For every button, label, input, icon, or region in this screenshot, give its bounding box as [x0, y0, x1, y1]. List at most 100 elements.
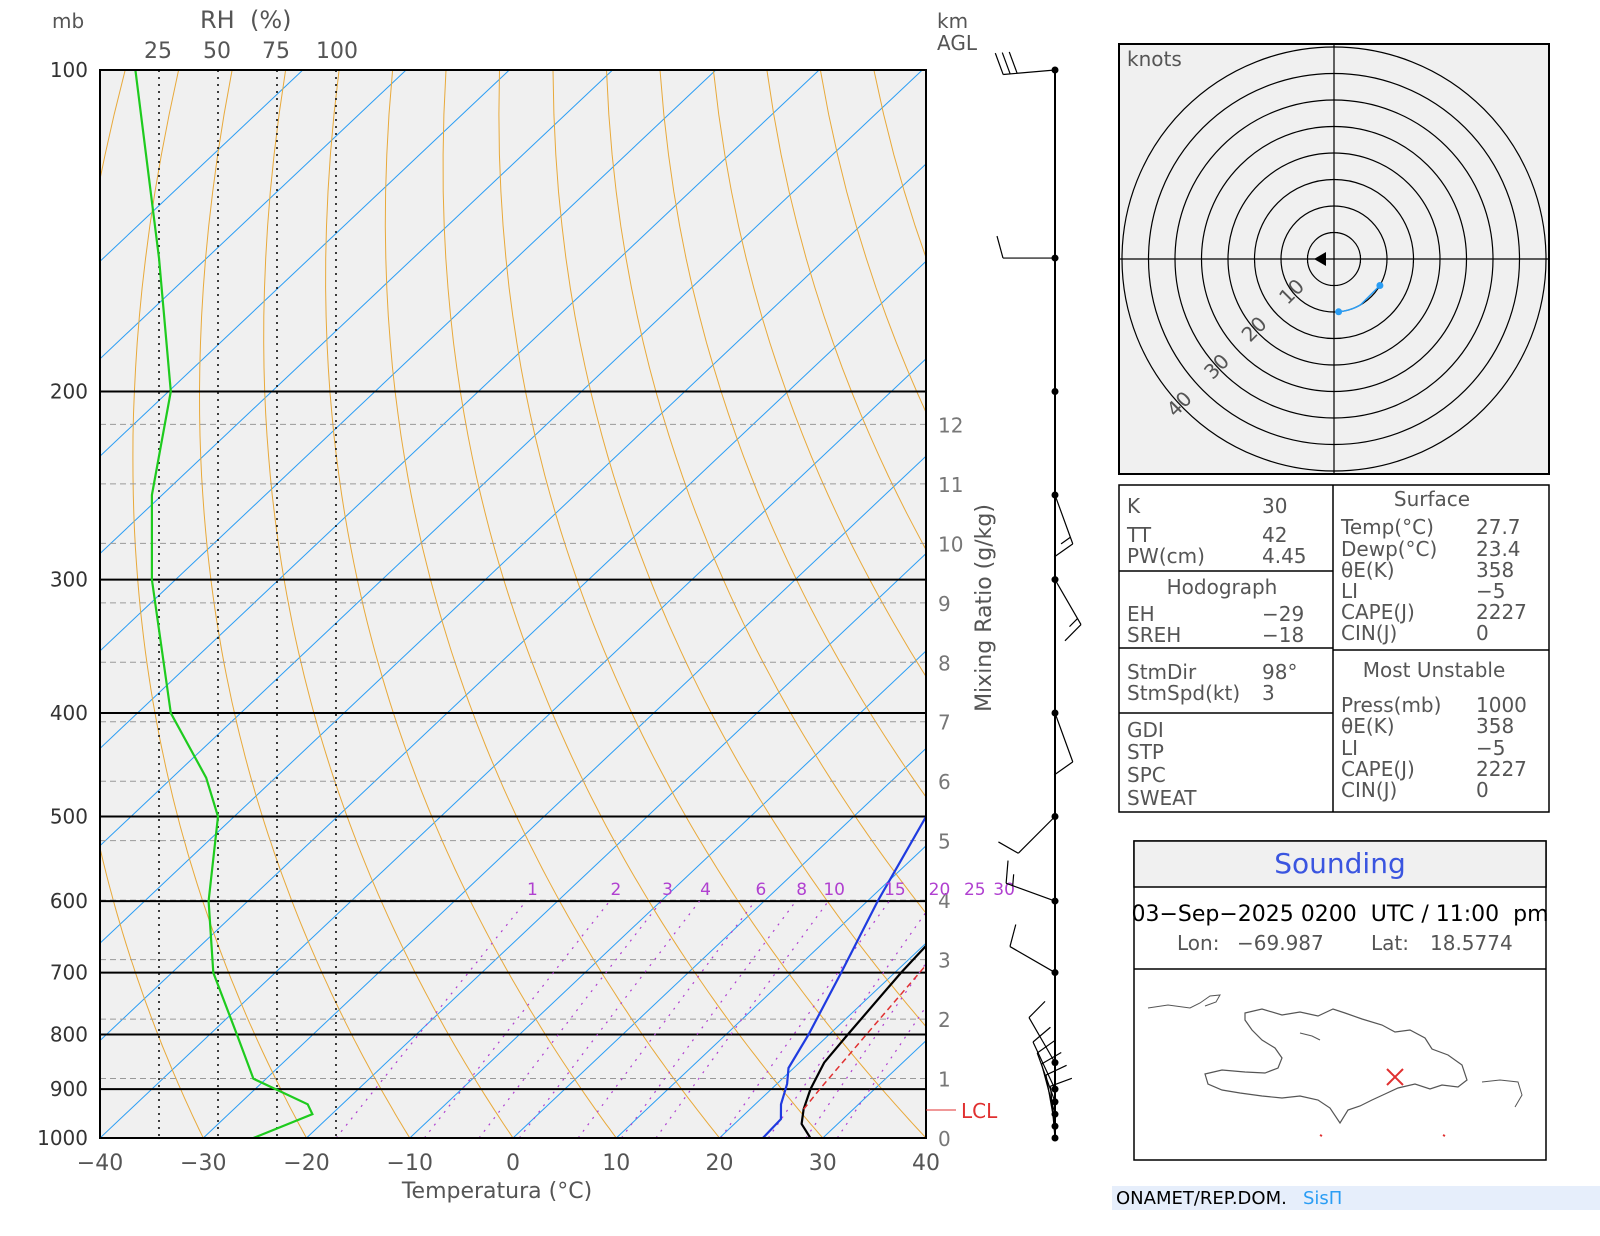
lon-label: Lon: — [1177, 931, 1219, 955]
skewt-grid — [100, 70, 926, 1138]
isotherm — [100, 70, 510, 457]
temperature-tick-label: 20 — [706, 1151, 734, 1176]
mu-thetae-value: 358 — [1476, 714, 1514, 738]
sounding-title: Sounding — [1274, 847, 1405, 880]
rh-tick-75: 75 — [262, 39, 290, 64]
mixing-ratio-label: 15 — [884, 880, 906, 900]
dry-adiabat — [606, 70, 926, 915]
dry-adiabat — [442, 70, 824, 1138]
mu-li-label: LI — [1341, 736, 1358, 760]
isotherm — [100, 358, 926, 1138]
wind-barb — [996, 235, 1059, 262]
lat-value: 18.5774 — [1430, 931, 1513, 955]
rh-tick-100: 100 — [316, 39, 358, 64]
mu-li-value: −5 — [1476, 736, 1505, 760]
dry-adiabat — [766, 70, 926, 551]
pressure-tick-label: 200 — [50, 380, 88, 404]
isotherm — [100, 70, 407, 360]
rh-tick-50: 50 — [203, 39, 231, 64]
mixing-ratio-label: 8 — [796, 880, 807, 900]
wind-barb — [1051, 709, 1074, 776]
isotherm — [409, 650, 926, 1138]
puerto-rico-coastline — [1481, 1079, 1523, 1108]
isotherm — [100, 70, 613, 555]
index-pw-label: PW(cm) — [1127, 544, 1205, 568]
pressure-tick-label: 600 — [50, 889, 88, 913]
km-tick-label: 12 — [938, 413, 963, 437]
mixing-ratio-lines — [335, 900, 926, 1138]
wind-barb — [1032, 1026, 1059, 1093]
km-tick-label: 6 — [938, 770, 951, 794]
isotherm — [100, 70, 820, 750]
parcel-profile — [803, 963, 926, 1110]
surface-li-value: −5 — [1476, 579, 1505, 603]
index-eh-value: −29 — [1262, 602, 1304, 626]
surface-cin-label: CIN(J) — [1341, 621, 1397, 645]
mu-cin-value: 0 — [1476, 778, 1489, 802]
surface-thetae-label: θE(K) — [1341, 558, 1395, 582]
mu-thetae-label: θE(K) — [1341, 714, 1395, 738]
most-unstable-section-title: Most Unstable — [1363, 658, 1506, 682]
isotherm — [100, 70, 923, 847]
mixing-ratio-axis-title: Mixing Ratio (g/kg) — [972, 504, 997, 712]
km-tick-label: 4 — [938, 889, 951, 913]
km-tick-label: 10 — [938, 532, 963, 556]
hodograph-units: knots — [1127, 47, 1182, 71]
mu-cape-value: 2227 — [1476, 757, 1527, 781]
wind-barbs — [994, 51, 1082, 1142]
km-tick-label: 0 — [938, 1127, 951, 1151]
temperature-tick-label: 30 — [809, 1151, 837, 1176]
temperature-tick-label: 10 — [602, 1151, 630, 1176]
index-spc-label: SPC — [1127, 763, 1166, 787]
mixing-ratio-label: 10 — [823, 880, 845, 900]
footer-bar — [1112, 1186, 1600, 1210]
wind-barb — [998, 812, 1059, 854]
index-tt-value: 42 — [1262, 523, 1287, 547]
lat-label: Lat: — [1371, 931, 1409, 955]
mixing-ratio-label: 25 — [964, 880, 986, 900]
pressure-tick-label: 1000 — [37, 1126, 88, 1150]
wind-barb — [1009, 924, 1059, 977]
mixing-ratio-line — [621, 900, 797, 1138]
gonave-island — [1299, 1032, 1321, 1041]
hodograph-trace — [1338, 284, 1381, 313]
pressure-tick-label: 100 — [50, 58, 88, 82]
index-sreh-label: SREH — [1127, 623, 1181, 647]
mu-press-label: Press(mb) — [1341, 693, 1441, 717]
pressure-tick-label: 800 — [50, 1023, 88, 1047]
km-tick-label: 2 — [938, 1008, 951, 1032]
temperature-tick-label: −10 — [387, 1151, 433, 1176]
mixing-ratio-label: 4 — [700, 880, 711, 900]
sounding-info-box: Sounding 03−Sep−2025 0200 UTC / 11:00 pm… — [1131, 840, 1549, 1161]
mu-cin-label: CIN(J) — [1341, 778, 1397, 802]
temperature-tick-label: −30 — [180, 1151, 226, 1176]
mixing-ratio-label: 1 — [527, 880, 538, 900]
mixing-ratio-line — [478, 900, 662, 1138]
isotherm — [100, 70, 717, 652]
storm-motion-arrow — [1314, 252, 1326, 266]
km-tick-label: 1 — [938, 1068, 951, 1092]
dry-adiabat — [498, 70, 926, 1138]
lon-value: −69.987 — [1237, 931, 1324, 955]
agl-label: AGL — [937, 31, 978, 55]
sounding-datetime: 03−Sep−2025 0200 UTC / 11:00 pm — [1131, 902, 1548, 927]
index-eh-label: EH — [1127, 602, 1155, 626]
dry-adiabat — [132, 70, 307, 1138]
wind-barb — [994, 51, 1059, 76]
index-stmspd-value: 3 — [1262, 681, 1275, 705]
plot-frame — [99, 69, 927, 1139]
index-stp-label: STP — [1127, 740, 1164, 764]
index-sreh-value: −18 — [1262, 623, 1304, 647]
surface-cape-label: CAPE(J) — [1341, 600, 1415, 624]
wind-barb — [1051, 388, 1059, 396]
plot-background — [100, 70, 926, 1138]
temperature-tick-label: −20 — [283, 1151, 329, 1176]
sounding-box-frame — [1133, 840, 1547, 1161]
location-map — [1147, 994, 1523, 1137]
mixing-ratio-line — [655, 900, 829, 1138]
surface-dewp-value: 23.4 — [1476, 537, 1521, 561]
dry-adiabat — [712, 70, 926, 678]
pressure-tick-label: 400 — [50, 701, 88, 725]
index-sweat-label: SWEAT — [1127, 786, 1197, 810]
